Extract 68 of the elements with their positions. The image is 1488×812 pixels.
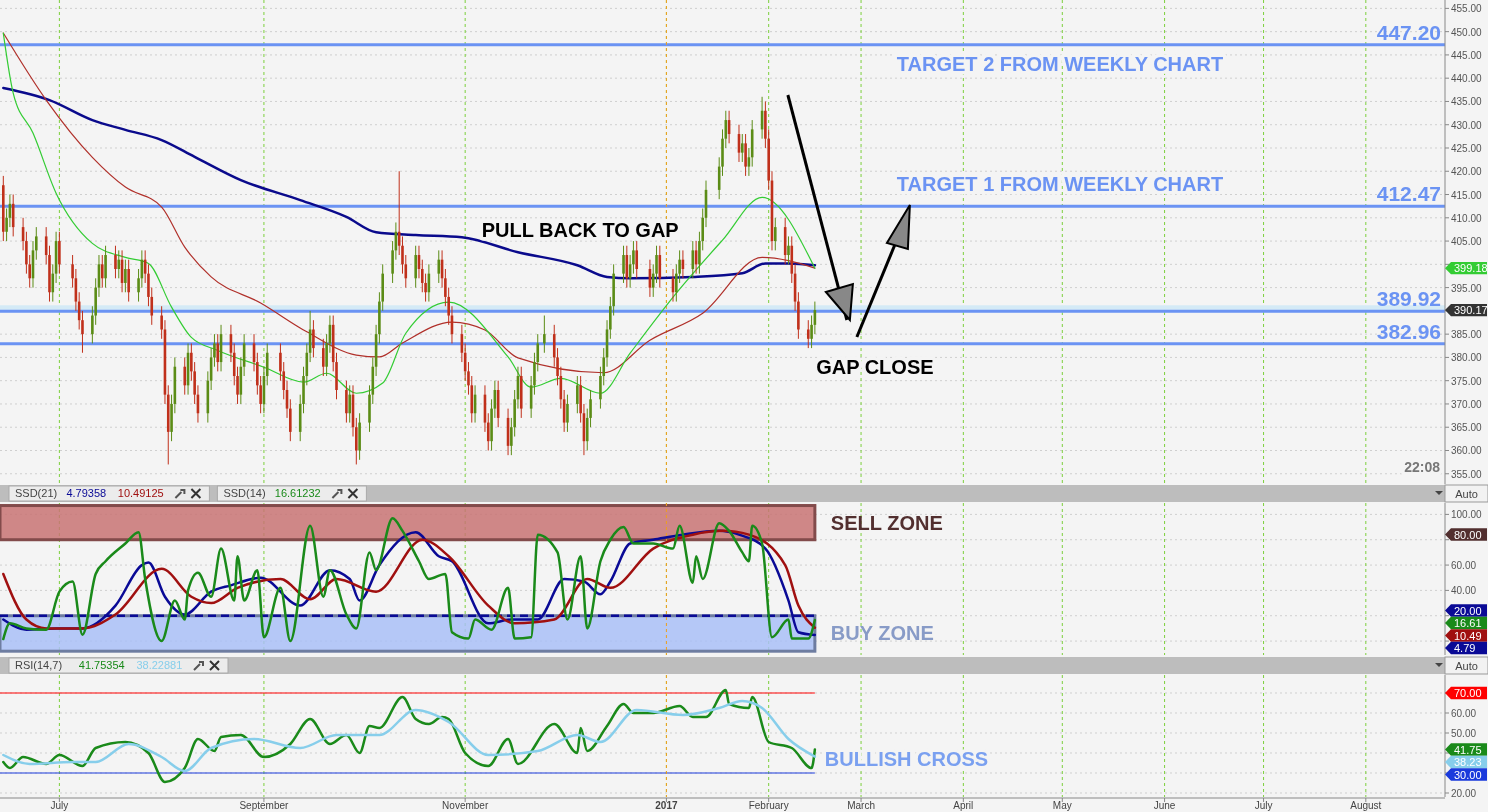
x-tick-label: September (239, 800, 290, 811)
y-tick-label: 360.00 (1451, 445, 1483, 457)
y-tick-label: 385.00 (1451, 329, 1483, 341)
x-tick-label: February (748, 800, 789, 811)
x-tick-label: March (847, 800, 875, 811)
text: Auto (1455, 488, 1478, 500)
y-tick-label: 420.00 (1451, 166, 1483, 178)
text: 10.49 (1454, 629, 1482, 642)
y-tick-label: 405.00 (1451, 236, 1483, 248)
y-tick-label: 60.00 (1451, 560, 1477, 572)
text: Auto (1455, 660, 1478, 672)
y-tick-label: 450.00 (1451, 26, 1483, 38)
y-tick-label: 375.00 (1451, 375, 1483, 387)
y-tick-label: 355.00 (1451, 468, 1483, 480)
annotation: BULLISH CROSS (824, 748, 989, 770)
y-tick-label: 430.00 (1451, 119, 1483, 131)
annotation: 22:08 (1404, 459, 1441, 475)
text: 10.49125 (117, 487, 164, 499)
x-tick-label: July (1254, 800, 1273, 811)
x-tick-label: July (50, 800, 69, 811)
x-tick-label: June (1153, 800, 1176, 811)
ref-line-label: 389.92 (1376, 287, 1441, 311)
y-tick-label: 100.00 (1451, 509, 1483, 521)
y-tick-label: 395.00 (1451, 282, 1483, 294)
y-tick-label: 60.00 (1451, 708, 1477, 719)
y-tick-label: 435.00 (1451, 96, 1483, 108)
y-tick-label: 20.00 (1451, 788, 1477, 799)
y-tick-label: 370.00 (1451, 398, 1483, 410)
annotation: GAP CLOSE (816, 356, 934, 378)
band-label: SELL ZONE (830, 511, 943, 534)
y-tick-label: 410.00 (1451, 212, 1483, 224)
y-tick-label: 40.00 (1451, 585, 1477, 597)
x-tick-label: May (1052, 800, 1072, 811)
text: 16.61232 (274, 487, 321, 499)
ref-line-label: 412.47 (1376, 182, 1441, 206)
annotation: PULL BACK TO GAP (481, 219, 679, 241)
text: 41.75354 (78, 659, 125, 671)
x-tick-label: August (1350, 800, 1382, 811)
chart-title: RSI(14,7) (15, 659, 63, 671)
text: 38.22881 (136, 659, 183, 671)
y-tick-label: 440.00 (1451, 73, 1483, 85)
y-tick-label: 425.00 (1451, 142, 1483, 154)
chart-subtitle: SSD(14) (223, 487, 266, 499)
text: 4.79358 (66, 487, 107, 499)
text: 41.75 (1454, 743, 1482, 756)
text: 390.17 (1454, 304, 1488, 317)
chart-title: SSD(21) (15, 487, 58, 499)
annotation: TARGET 2 FROM WEEKLY CHART (896, 53, 1224, 75)
text: 16.61 (1454, 617, 1482, 629)
text: 4.79 (1454, 642, 1476, 654)
text: 70.00 (1454, 687, 1482, 699)
y-tick-label: 415.00 (1451, 189, 1483, 201)
text: 399.18 (1454, 262, 1488, 275)
y-tick-label: 50.00 (1451, 728, 1477, 739)
y-tick-label: 380.00 (1451, 352, 1483, 364)
y-tick-label: 365.00 (1451, 422, 1483, 434)
y-tick-label: 445.00 (1451, 49, 1483, 61)
x-tick-label: November (442, 800, 489, 811)
band-label: BUY ZONE (830, 622, 934, 645)
ref-line-label: 382.96 (1376, 319, 1441, 343)
x-tick-label: April (953, 800, 974, 811)
annotation: TARGET 1 FROM WEEKLY CHART (896, 173, 1224, 195)
x-tick-label: 2017 (655, 800, 678, 811)
text: 80.00 (1454, 528, 1482, 541)
y-tick-label: 455.00 (1451, 3, 1483, 15)
text: 38.23 (1454, 756, 1482, 768)
ref-line-label: 447.20 (1376, 20, 1441, 44)
text: 30.00 (1454, 768, 1482, 781)
